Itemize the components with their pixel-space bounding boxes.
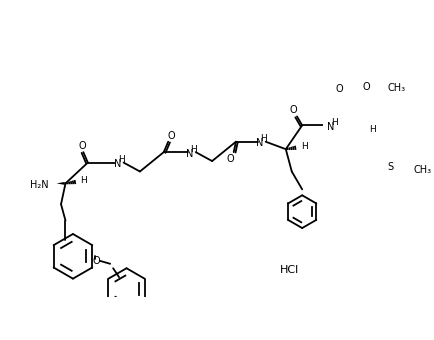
- Text: O: O: [226, 154, 234, 164]
- Text: H: H: [80, 176, 87, 185]
- Text: N: N: [114, 159, 121, 169]
- Text: H: H: [118, 155, 125, 164]
- Text: O: O: [362, 82, 370, 92]
- Polygon shape: [56, 182, 65, 185]
- Text: CH₃: CH₃: [414, 165, 432, 175]
- Text: H: H: [331, 118, 338, 127]
- Text: H: H: [260, 134, 267, 143]
- Text: H: H: [369, 125, 376, 134]
- Text: HCl: HCl: [279, 265, 299, 275]
- Text: H: H: [190, 144, 197, 154]
- Text: O: O: [289, 105, 297, 115]
- Text: O: O: [168, 131, 175, 141]
- Text: S: S: [387, 162, 393, 172]
- Text: O: O: [78, 141, 85, 151]
- Text: CH₃: CH₃: [387, 83, 405, 93]
- Text: N: N: [186, 149, 194, 159]
- Text: N: N: [327, 122, 334, 132]
- Text: H₂N: H₂N: [30, 180, 49, 190]
- Text: O: O: [335, 84, 343, 94]
- Text: N: N: [256, 138, 263, 148]
- Text: O: O: [93, 256, 101, 266]
- Text: H: H: [301, 142, 307, 151]
